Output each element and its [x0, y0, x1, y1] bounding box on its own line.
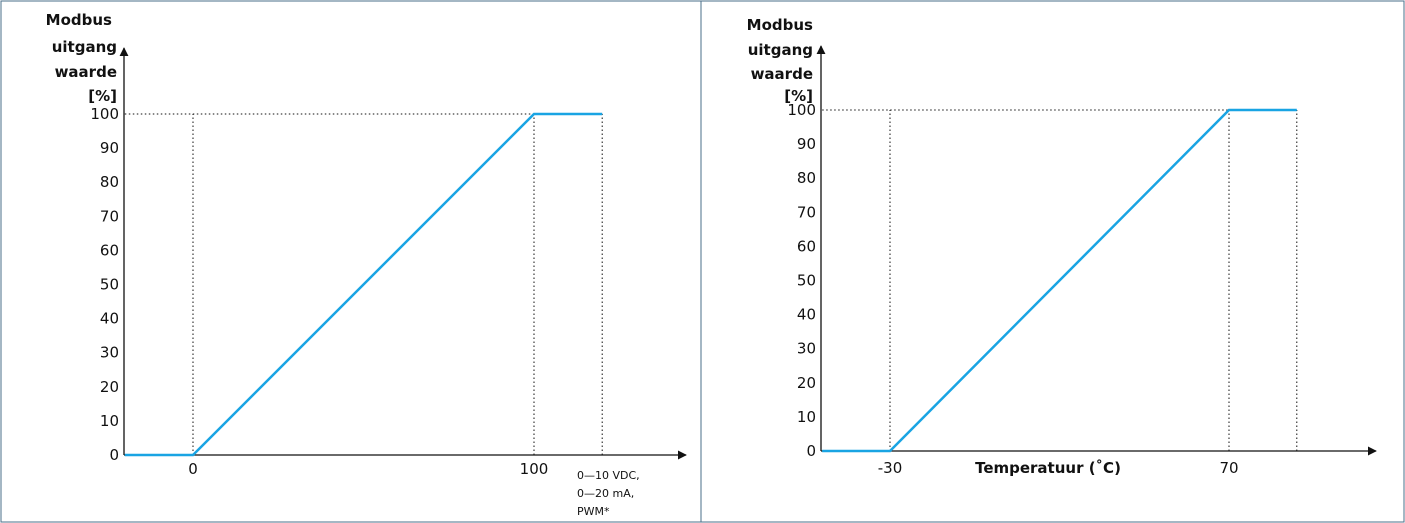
y-tick-label: 70 [797, 203, 816, 221]
series-line [822, 108, 1297, 453]
y-axis-label-line: waarde [55, 63, 117, 81]
y-tick-label: 80 [797, 169, 816, 187]
y-tick-label: 100 [90, 105, 119, 123]
x-axis-unit-line: 0—20 mA, [577, 487, 634, 500]
x-tick-label: -30 [878, 459, 903, 477]
chart-modbus-vs-temperature: Modbus uitgang waarde [%] Temperatuur (˚… [747, 16, 1377, 477]
x-tick-label: 0 [188, 460, 198, 478]
y-tick-label: 20 [100, 378, 119, 396]
y-axis-label-line: uitgang [748, 41, 813, 59]
x-axis-label: Temperatuur (˚C) [975, 459, 1121, 477]
y-tick-label: 20 [797, 374, 816, 392]
y-axis-label-line: uitgang [52, 38, 117, 56]
x-tick-label: 70 [1219, 459, 1238, 477]
y-axis-label-line: [%] [784, 87, 813, 105]
series-line [124, 112, 603, 457]
y-tick-label: 90 [100, 139, 119, 157]
y-tick-label: 100 [787, 101, 816, 119]
x-axis-unit-label: 0—10 VDC, 0—20 mA, PWM* [577, 469, 640, 518]
panel-frame-right [700, 0, 1405, 523]
y-axis-label-line: waarde [751, 65, 813, 83]
x-tick-label: 100 [520, 460, 549, 478]
y-tick-label: 40 [100, 310, 119, 328]
chart-modbus-vs-signal: Modbus uitgang waarde [%] 0—10 VDC, 0—20… [46, 11, 687, 518]
y-tick-label: 30 [100, 344, 119, 362]
y-tick-label: 70 [100, 207, 119, 225]
x-axis-unit-line: 0—10 VDC, [577, 469, 640, 482]
y-tick-label: 90 [797, 135, 816, 153]
y-tick-label: 10 [100, 412, 119, 430]
y-axis-label-line: Modbus [747, 16, 813, 34]
y-tick-label: 0 [806, 442, 816, 460]
y-tick-label: 60 [100, 241, 119, 259]
y-tick-label: 10 [797, 408, 816, 426]
y-tick-label: 0 [109, 446, 119, 464]
y-axis-label-line: [%] [88, 87, 117, 105]
y-tick-label: 60 [797, 237, 816, 255]
y-tick-label: 50 [100, 276, 119, 294]
y-tick-label: 80 [100, 173, 119, 191]
y-tick-label: 50 [797, 272, 816, 290]
x-axis-unit-line: PWM* [577, 505, 610, 518]
y-axis-label: Modbus uitgang waarde [%] [747, 16, 813, 105]
y-tick-label: 30 [797, 340, 816, 358]
y-axis-label: Modbus uitgang waarde [%] [46, 11, 117, 105]
y-tick-label: 40 [797, 306, 816, 324]
y-axis-label-line: Modbus [46, 11, 112, 29]
